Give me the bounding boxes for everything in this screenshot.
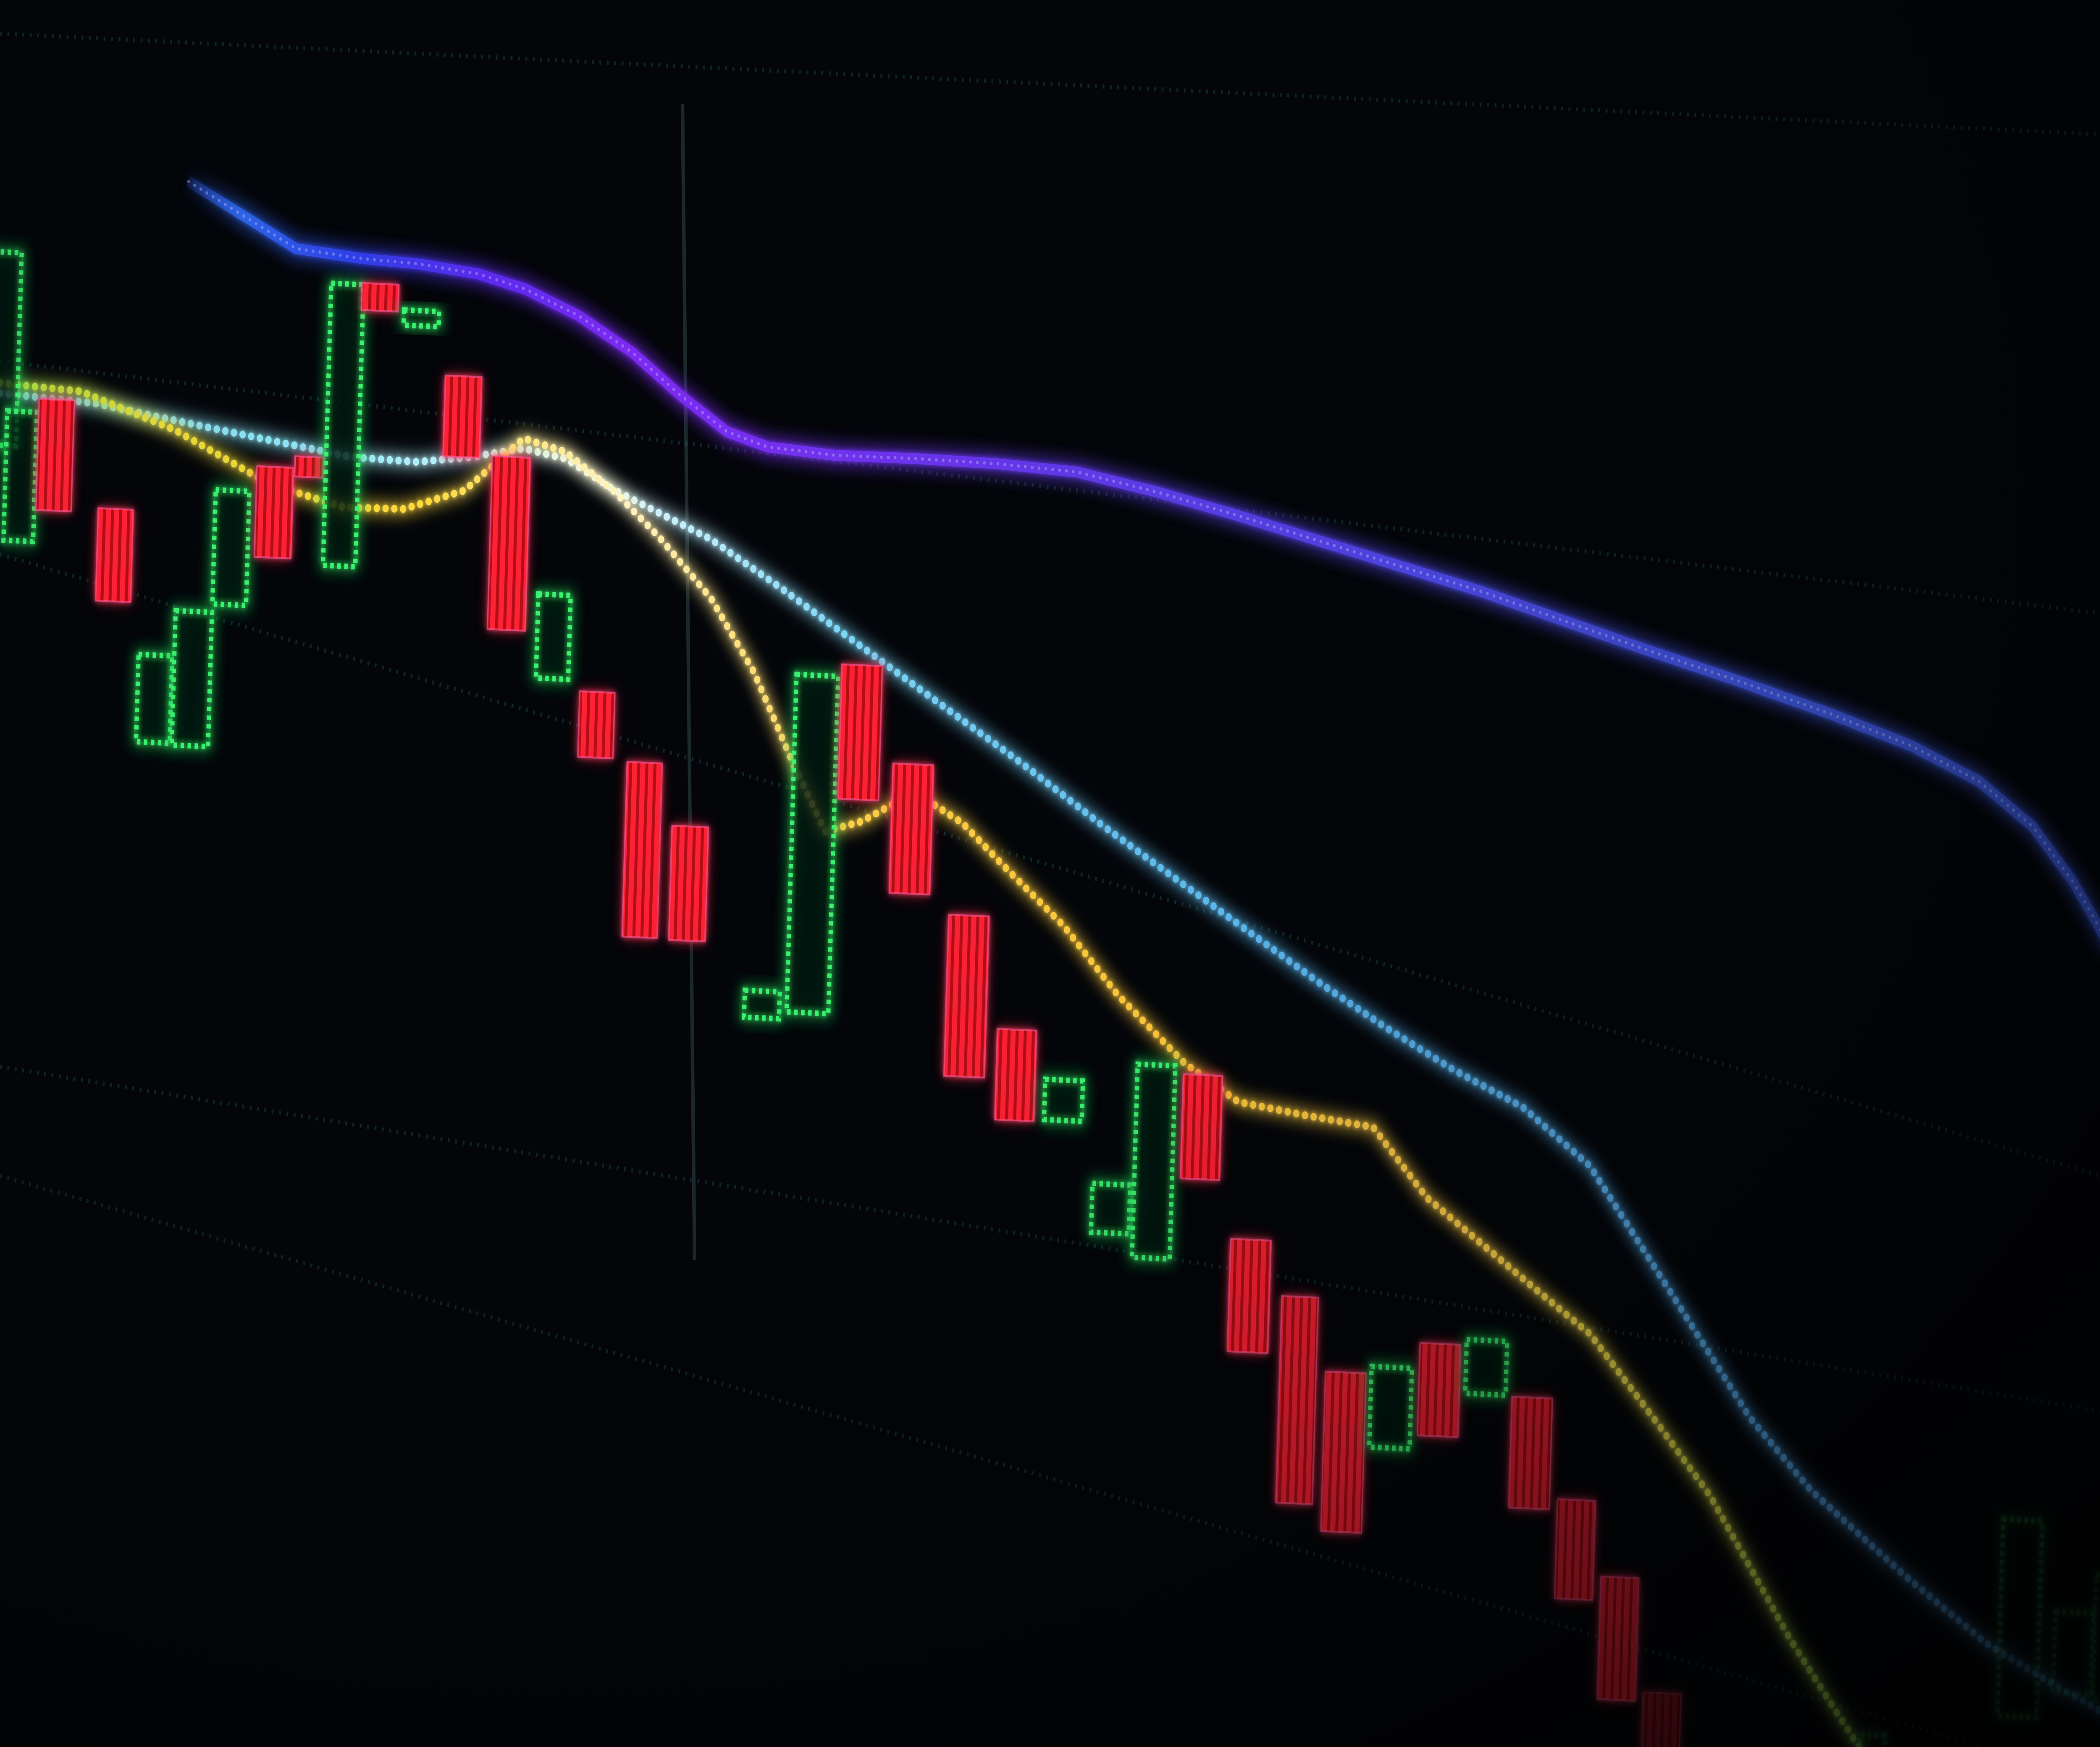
- candlestick-chart: [0, 0, 2100, 1747]
- vignette-overlay: [0, 0, 2100, 1747]
- monitor-photo: [0, 0, 2100, 1747]
